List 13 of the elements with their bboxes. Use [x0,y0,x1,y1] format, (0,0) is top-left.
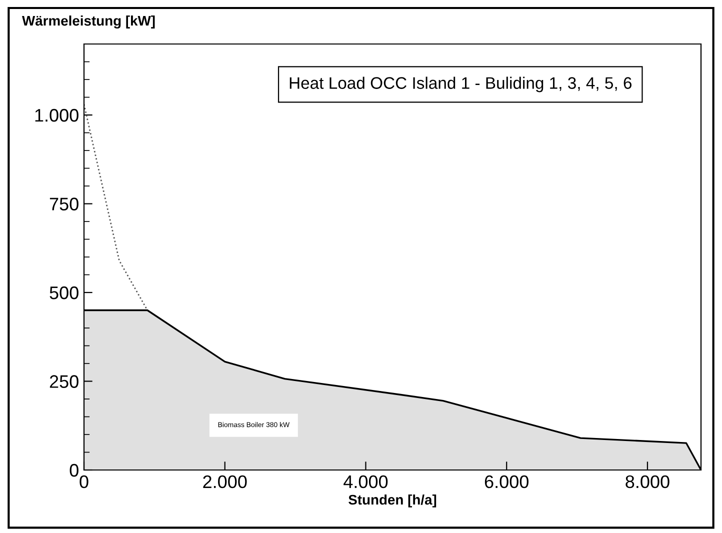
y-tick-label: 750 [50,198,78,210]
y-tick-label: 500 [50,286,78,300]
x-tick-label: 4.000 [344,475,388,488]
x-tick-label: 0 [80,475,88,488]
y-tick-label: 1.000 [35,108,78,122]
y-axis-title: Wärmeleistung [kW] [22,15,155,29]
x-axis-title: Stunden [h/a] [348,494,436,508]
x-tick-label: 6.000 [484,475,528,488]
y-tick-label: 250 [50,375,78,388]
y-tick-label: 0 [70,464,78,477]
x-tick-label: 2.000 [203,475,247,488]
x-tick-label: 8.000 [626,475,670,488]
text: Heat Load OCC Island 1 - Buliding 1, 3, 4, 5, 6 [290,76,632,92]
